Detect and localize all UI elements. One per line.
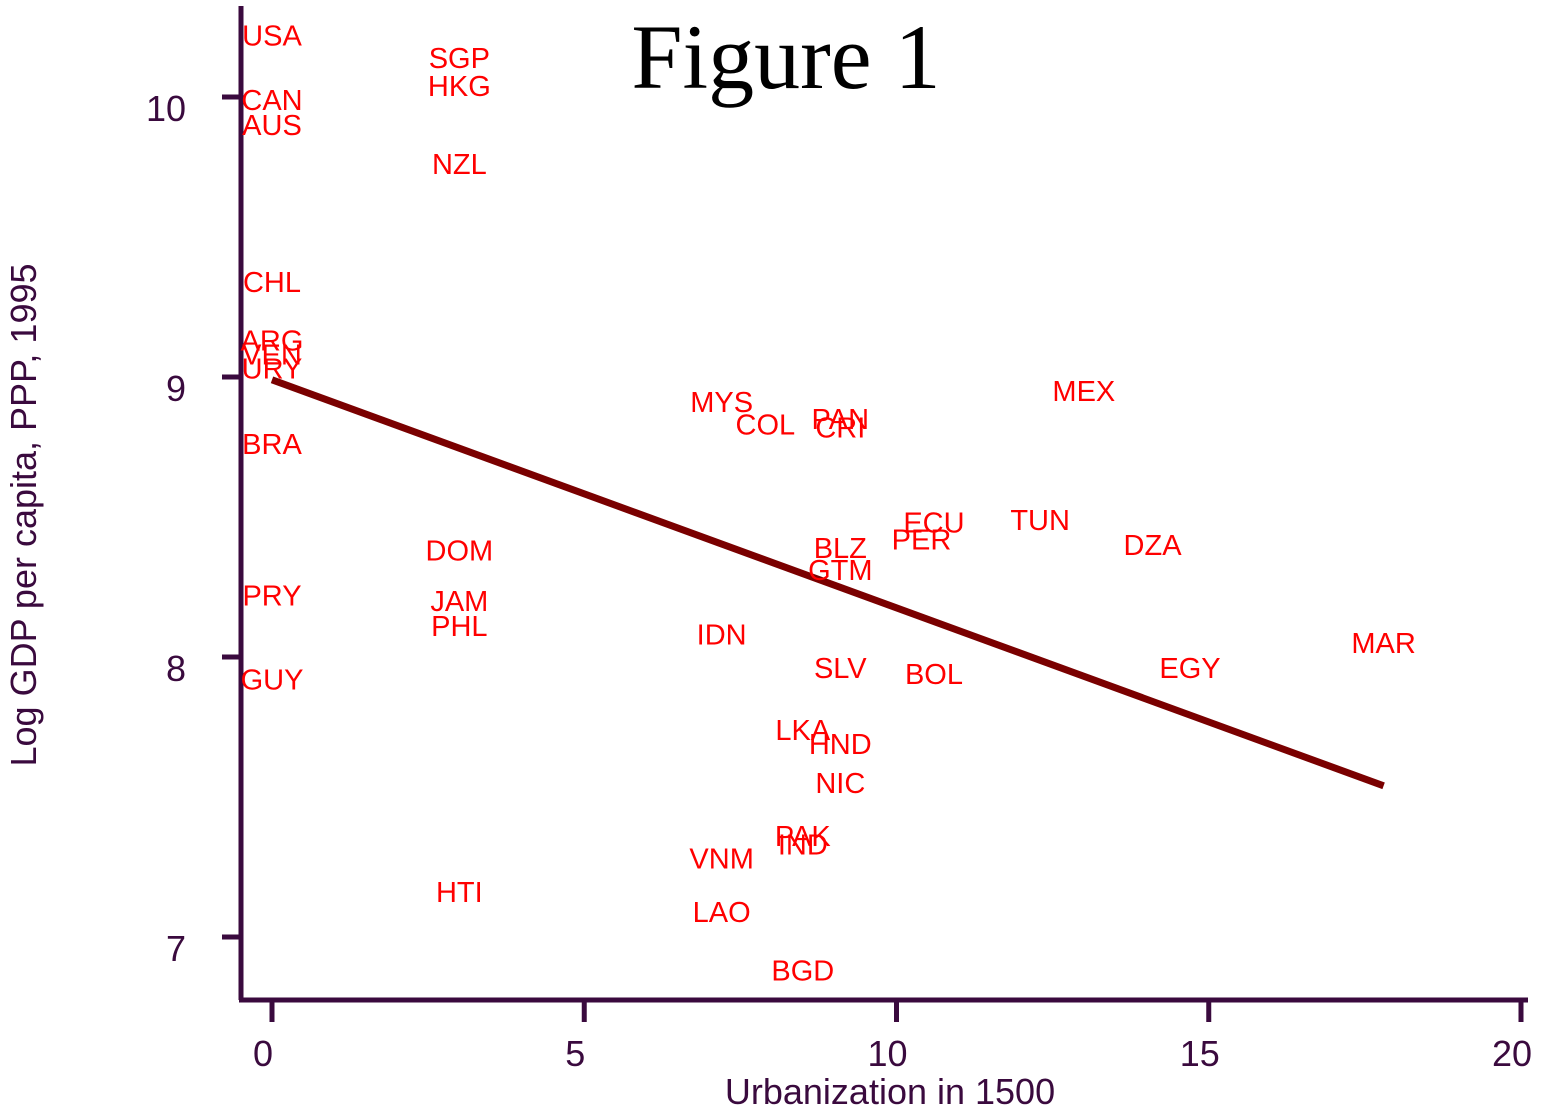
point-label-bgd: BGD [771,956,834,988]
point-label-mex: MEX [1052,376,1115,408]
point-label-ven: VEN [242,340,302,372]
point-label-nzl: NZL [432,149,487,181]
point-label-dom: DOM [426,536,494,568]
point-label-blz: BLZ [814,533,867,565]
point-label-vnm: VNM [689,844,753,876]
point-label-ind: IND [778,830,828,862]
point-label-pan: PAN [812,404,869,436]
x-tick-label: 5 [565,1033,585,1074]
point-label-lka: LKA [775,715,830,747]
point-label-cri: CRI [815,412,865,444]
y-tick-label: 10 [146,88,186,129]
chart-title: Figure 1 [631,6,940,108]
point-label-nic: NIC [815,768,865,800]
point-label-lao: LAO [693,897,751,929]
point-label-egy: EGY [1159,653,1220,685]
fit-line [270,376,1385,790]
point-label-bol: BOL [905,659,963,691]
point-label-pry: PRY [242,580,301,612]
point-label-pak: PAK [775,821,832,853]
point-label-per: PER [892,524,952,556]
x-axis-label: Urbanization in 1500 [725,1071,1055,1112]
point-label-sgp: SGP [429,43,490,75]
point-label-phl: PHL [431,611,487,643]
point-label-bra: BRA [242,429,302,461]
point-label-mar: MAR [1351,628,1415,660]
point-label-aus: AUS [242,110,302,142]
point-label-can: CAN [241,85,302,117]
point-label-usa: USA [242,20,302,52]
x-tick-label: 15 [1180,1033,1220,1074]
point-label-hnd: HND [809,729,872,761]
point-label-idn: IDN [697,620,747,652]
axes: 7 8 9 10 0 5 10 15 20 [146,6,1532,1074]
y-axis-label: Log GDP per capita, PPP, 1995 [3,263,44,766]
point-label-tun: TUN [1010,505,1070,537]
y-tick-label: 9 [166,368,186,409]
point-label-jam: JAM [430,586,488,618]
y-tick-label: 8 [166,648,186,689]
point-label-mys: MYS [690,387,753,419]
x-tick-label: 10 [867,1033,907,1074]
point-label-col: COL [736,410,796,442]
x-tick-label: 0 [253,1033,273,1074]
point-label-hti: HTI [436,877,483,909]
x-tick-label: 20 [1492,1033,1532,1074]
point-label-dza: DZA [1124,530,1183,562]
point-label-arg: ARG [241,326,304,358]
y-tick-label: 7 [166,928,186,969]
point-label-chl: CHL [243,267,301,299]
point-label-gtm: GTM [808,555,872,587]
point-label-ury: URY [242,354,303,386]
point-label-ecu: ECU [903,508,964,540]
point-label-guy: GUY [241,664,304,696]
point-label-slv: SLV [814,653,867,685]
point-label-hkg: HKG [428,71,491,103]
fit-line-group [270,376,1385,790]
